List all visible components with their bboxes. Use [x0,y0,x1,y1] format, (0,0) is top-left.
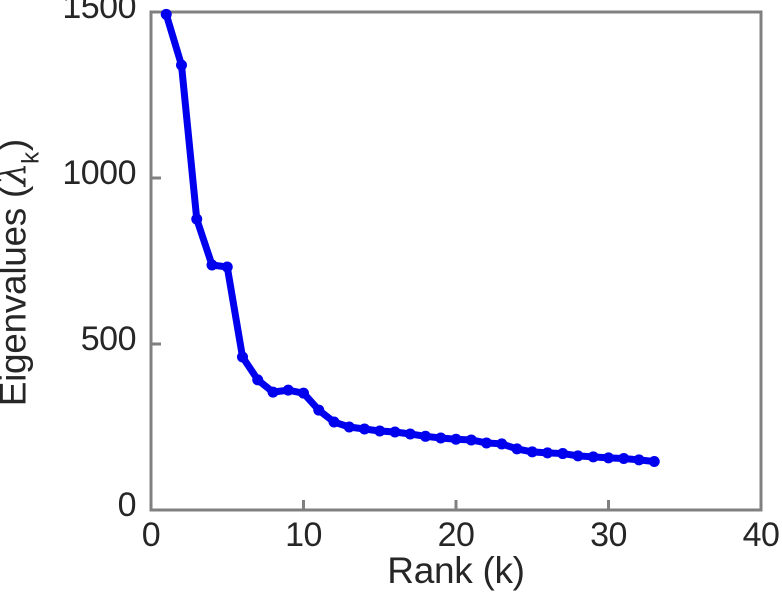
y-axis-label: Eigenvalues (λk) [0,13,45,533]
y-axis-tick-label: 1500 [62,0,136,26]
data-point-marker [465,434,477,446]
data-point-marker [618,453,630,465]
data-point-marker [557,448,569,460]
data-point-marker [404,428,416,440]
x-axis-tick-label: 30 [590,516,627,554]
y-axis-label-prefix: Eigenvalues ( [0,186,34,407]
data-point-marker [389,426,401,438]
data-point-marker [633,454,645,466]
data-point-marker [237,351,248,363]
data-point-marker [313,404,325,416]
x-axis-tick-label: 0 [141,516,161,554]
data-point-marker [359,423,370,435]
data-point-marker [267,386,279,398]
data-point-marker [572,450,584,462]
y-axis-label-suffix: ) [0,139,33,151]
data-point-marker [481,437,492,449]
y-axis-tick-label: 0 [117,486,137,524]
y-axis-tick-label: 500 [80,320,137,358]
data-point-marker [221,261,233,273]
data-point-marker [176,59,187,71]
data-point-marker [603,452,614,464]
data-point-marker [420,430,431,442]
data-point-marker [648,456,660,468]
x-axis-tick-label: 20 [437,516,475,554]
data-point-marker [343,421,355,433]
data-point-marker [191,213,203,225]
y-axis-tick-label: 1000 [62,154,136,192]
data-point-marker [282,384,294,396]
data-point-marker [328,416,340,428]
data-point-marker [450,433,462,445]
data-point-marker [496,438,508,450]
data-point-marker [160,8,172,20]
data-point-marker [206,259,218,271]
data-point-marker [511,443,523,455]
data-point-marker [542,447,553,459]
data-point-marker [298,387,309,399]
data-point-marker [587,451,599,463]
x-axis-tick-label: 10 [285,516,322,554]
x-axis-label: Rank (k) [387,550,525,591]
x-axis-tick-label: 40 [742,516,780,554]
data-point-marker [526,446,538,458]
data-point-marker [252,374,264,386]
data-point-marker [374,425,386,437]
data-point-marker [435,432,447,444]
data-line [162,10,658,466]
